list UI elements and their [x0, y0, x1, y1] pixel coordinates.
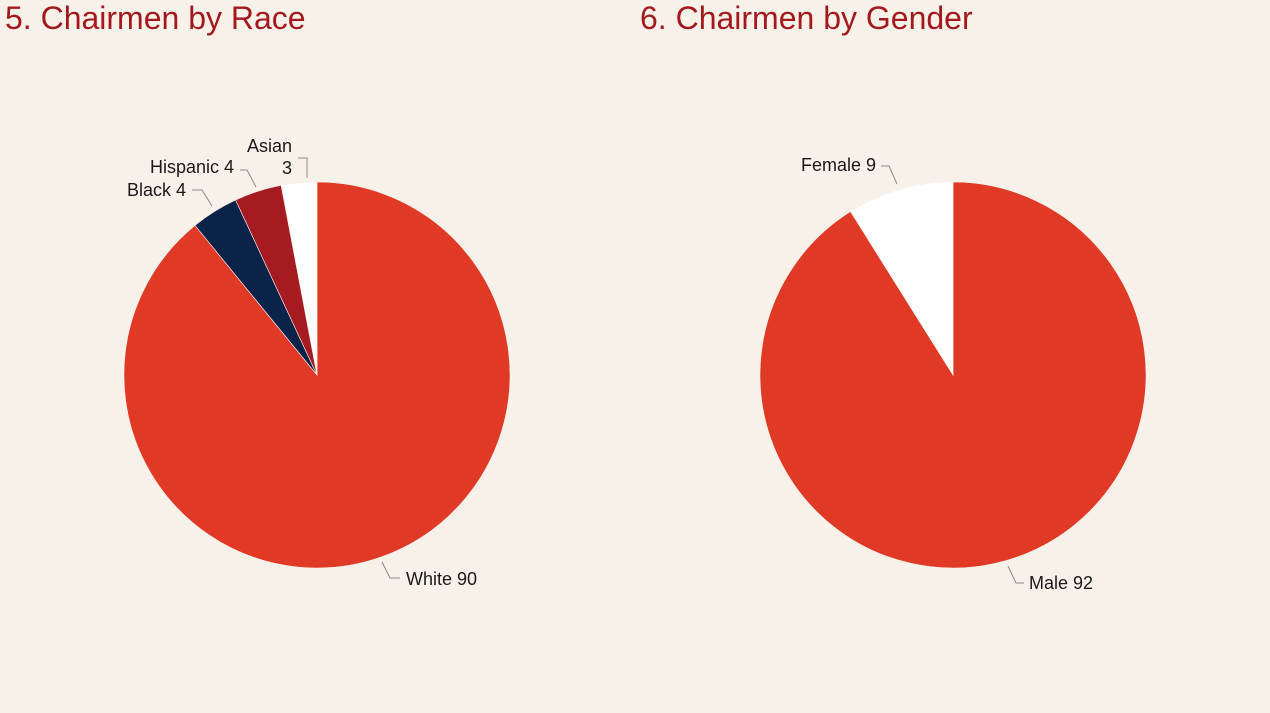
slice-label-female: Female 9 — [801, 155, 876, 175]
pie-slice-female — [850, 181, 954, 377]
slice-label-white: White 90 — [406, 569, 477, 589]
gender-chart-title: 6. Chairmen by Gender — [640, 0, 973, 36]
gender-pie: Male 92 Female 9 — [759, 155, 1147, 593]
leader-line-asian — [298, 157, 308, 178]
slice-label-asian: Asian 3 — [247, 136, 292, 178]
leader-line-white — [381, 561, 400, 579]
pie-slice-asian — [280, 181, 318, 376]
race-pie: White 90 Black 4 Hispanic 4 Asian 3 — [123, 136, 511, 589]
slice-label-male: Male 92 — [1029, 573, 1093, 593]
leader-line-female — [881, 165, 898, 185]
leader-line-male — [1007, 565, 1024, 584]
leader-line-black — [192, 189, 213, 207]
race-chart-title: 5. Chairmen by Race — [5, 0, 306, 36]
slice-label-black: Black 4 — [127, 180, 186, 200]
leader-line-hispanic — [240, 169, 257, 188]
slice-label-hispanic: Hispanic 4 — [150, 157, 234, 177]
